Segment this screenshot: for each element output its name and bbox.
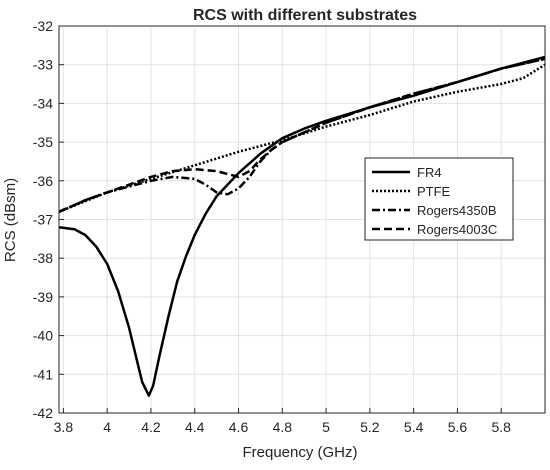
y-tick-label: -37: [33, 212, 53, 228]
legend-label-ptfe: PTFE: [417, 184, 451, 199]
y-tick-label: -42: [33, 405, 53, 421]
x-tick-label: 5.6: [448, 419, 468, 435]
legend-label-rogers4350b: Rogers4350B: [417, 203, 497, 218]
x-tick-label: 4.6: [229, 419, 249, 435]
y-tick-label: -38: [33, 250, 53, 266]
y-tick-label: -33: [33, 57, 53, 73]
series-line-rogers4003c: [58, 57, 546, 213]
x-tick-label: 4.8: [273, 419, 293, 435]
x-tick-label: 4.4: [185, 419, 205, 435]
y-tick-label: -41: [33, 366, 53, 382]
x-tick-label: 5.4: [404, 419, 424, 435]
chart-title: RCS with different substrates: [193, 7, 417, 24]
y-tick-label: -34: [33, 95, 53, 111]
x-axis-label: Frequency (GHz): [242, 444, 357, 461]
x-tick-label: 5: [322, 419, 330, 435]
axis-ticks: 3.8 4 4.2 4.4 4.6 4.8 5 5.2 5.4 5.6 5.8 -32 -33 -34 -3…: [33, 18, 511, 435]
x-tick-label: 4: [103, 419, 111, 435]
y-tick-label: -39: [33, 289, 53, 305]
x-tick-label: 4.2: [141, 419, 161, 435]
series-line-ptfe: [58, 63, 546, 213]
legend: FR4 PTFE Rogers4350B Rogers4003C: [364, 157, 514, 241]
legend-label-fr4: FR4: [417, 165, 442, 180]
series-line-rogers4350b: [58, 57, 546, 213]
series-lines: [58, 55, 546, 397]
x-tick-label: 3.8: [54, 419, 74, 435]
x-tick-label: 5.2: [360, 419, 380, 435]
y-tick-label: -36: [33, 173, 53, 189]
y-axis-label: RCS (dBsm): [2, 178, 19, 262]
y-tick-label: -32: [33, 18, 53, 34]
legend-label-rogers4003c: Rogers4003C: [417, 222, 497, 237]
y-tick-label: -35: [33, 134, 53, 150]
y-tick-label: -40: [33, 328, 53, 344]
x-tick-label: 5.8: [491, 419, 511, 435]
